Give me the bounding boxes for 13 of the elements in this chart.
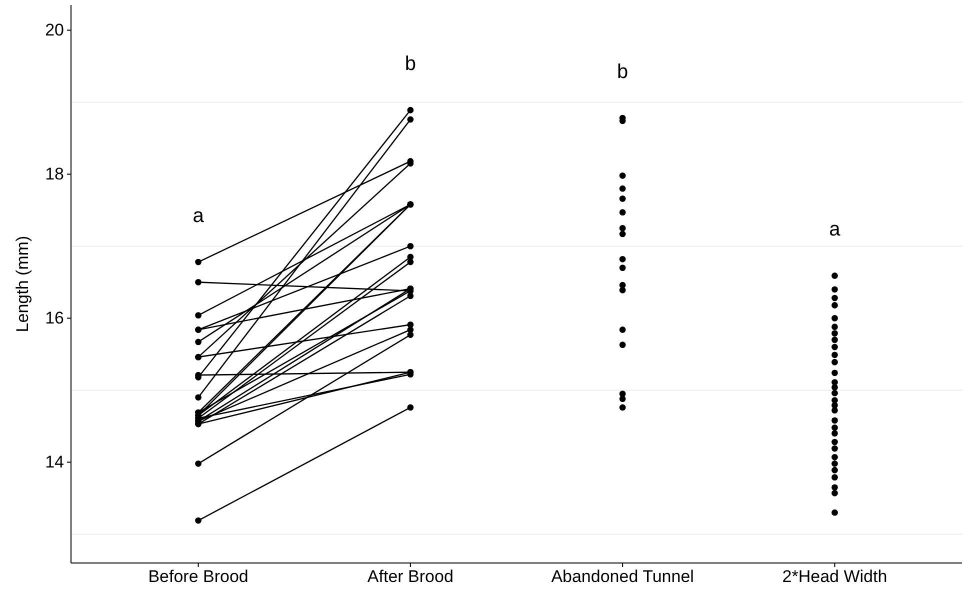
annotation: a <box>829 218 842 241</box>
annotation: a <box>192 205 205 228</box>
x-tick-label: Abandoned Tunnel <box>551 567 694 586</box>
y-tick-label: 18 <box>45 164 64 184</box>
y-axis-title: Length (mm) <box>13 236 32 332</box>
y-tick-label: 16 <box>45 308 64 328</box>
y-tick-label: 20 <box>45 20 64 40</box>
annotation: b <box>404 53 416 76</box>
x-tick-label: After Brood <box>367 567 454 586</box>
y-tick-label: 14 <box>45 452 64 472</box>
annotation: b <box>617 61 628 84</box>
x-tick-label: Before Brood <box>148 567 248 586</box>
x-tick-label: 2*Head Width <box>782 567 888 586</box>
